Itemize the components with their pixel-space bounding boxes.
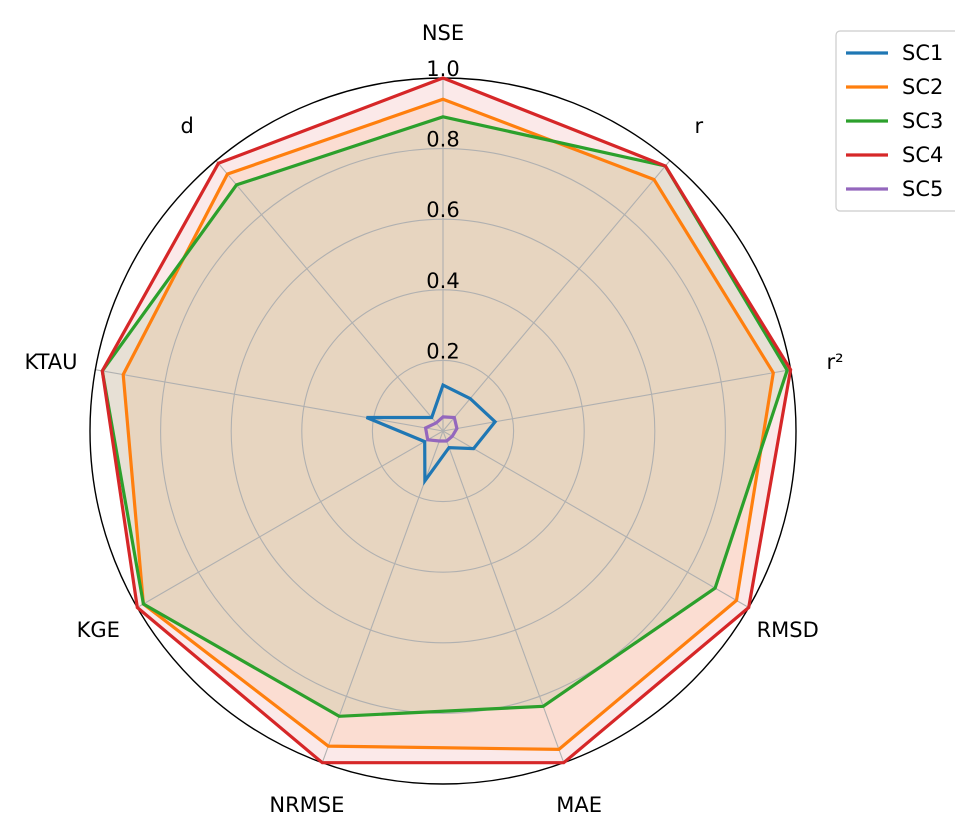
axis-label-ktau: KTAU <box>24 350 77 374</box>
axis-label-nrmse: NRMSE <box>269 793 344 817</box>
spoke-nrmse <box>321 430 444 763</box>
axis-labels: NSE r r² RMSD MAE NRMSE KGE KTAU d <box>24 21 843 817</box>
rtick-label-0-2: 0.2 <box>426 339 459 363</box>
legend: SC1 SC2 SC3 SC4 SC5 <box>835 30 955 212</box>
axis-label-r: r <box>694 114 703 138</box>
spoke-rmsd <box>442 430 749 608</box>
legend-label-sc5: SC5 <box>902 177 943 201</box>
axis-label-d: d <box>181 114 194 138</box>
rtick-label-0-6: 0.6 <box>426 198 459 222</box>
rtick-label-1-0: 1.0 <box>426 57 459 81</box>
axis-label-kge: KGE <box>77 618 120 642</box>
rtick-label-0-8: 0.8 <box>426 128 459 152</box>
axis-label-mae: MAE <box>556 793 602 817</box>
series-line-sc1 <box>365 382 498 486</box>
rtick-label-0-4: 0.4 <box>426 269 459 293</box>
spoke-r <box>442 160 671 432</box>
spoke-d <box>215 160 444 432</box>
series-line-sc2 <box>121 97 775 752</box>
spoke-r <box>442 369 791 432</box>
legend-label-sc2: SC2 <box>902 75 943 99</box>
legend-label-sc3: SC3 <box>902 109 943 133</box>
axis-label-rmsd: RMSD <box>757 618 819 642</box>
radial-tick-labels: 0.2 0.4 0.6 0.8 1.0 <box>426 57 459 363</box>
legend-box <box>835 30 955 212</box>
series-lines <box>100 76 793 765</box>
spoke-ktau <box>95 369 444 432</box>
series-line-sc5 <box>423 415 459 443</box>
series-line-sc3 <box>100 115 789 718</box>
legend-label-sc1: SC1 <box>902 41 943 65</box>
axis-label-nse: NSE <box>422 21 464 45</box>
series-line-sc4 <box>100 76 793 765</box>
spoke-kge <box>137 430 444 608</box>
series-fills <box>102 78 791 763</box>
legend-label-sc4: SC4 <box>902 143 943 167</box>
axis-label-r: r² <box>826 350 843 374</box>
series-fill-sc4 <box>102 78 791 763</box>
